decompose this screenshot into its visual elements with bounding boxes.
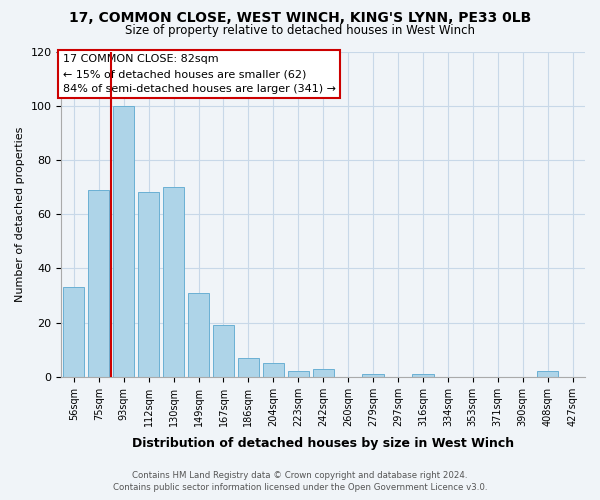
Bar <box>213 326 234 377</box>
Bar <box>138 192 159 377</box>
Bar <box>412 374 434 377</box>
Bar <box>163 187 184 377</box>
Bar <box>313 368 334 377</box>
Bar <box>188 293 209 377</box>
Text: Contains HM Land Registry data © Crown copyright and database right 2024.
Contai: Contains HM Land Registry data © Crown c… <box>113 471 487 492</box>
Bar <box>88 190 109 377</box>
Text: 17, COMMON CLOSE, WEST WINCH, KING'S LYNN, PE33 0LB: 17, COMMON CLOSE, WEST WINCH, KING'S LYN… <box>69 11 531 25</box>
Text: Size of property relative to detached houses in West Winch: Size of property relative to detached ho… <box>125 24 475 37</box>
Bar <box>263 363 284 377</box>
Bar <box>238 358 259 377</box>
Bar <box>63 288 85 377</box>
Y-axis label: Number of detached properties: Number of detached properties <box>15 126 25 302</box>
Bar <box>113 106 134 377</box>
Bar <box>287 372 309 377</box>
X-axis label: Distribution of detached houses by size in West Winch: Distribution of detached houses by size … <box>132 437 514 450</box>
Bar <box>362 374 383 377</box>
Bar <box>537 372 558 377</box>
Text: 17 COMMON CLOSE: 82sqm
← 15% of detached houses are smaller (62)
84% of semi-det: 17 COMMON CLOSE: 82sqm ← 15% of detached… <box>62 54 335 94</box>
